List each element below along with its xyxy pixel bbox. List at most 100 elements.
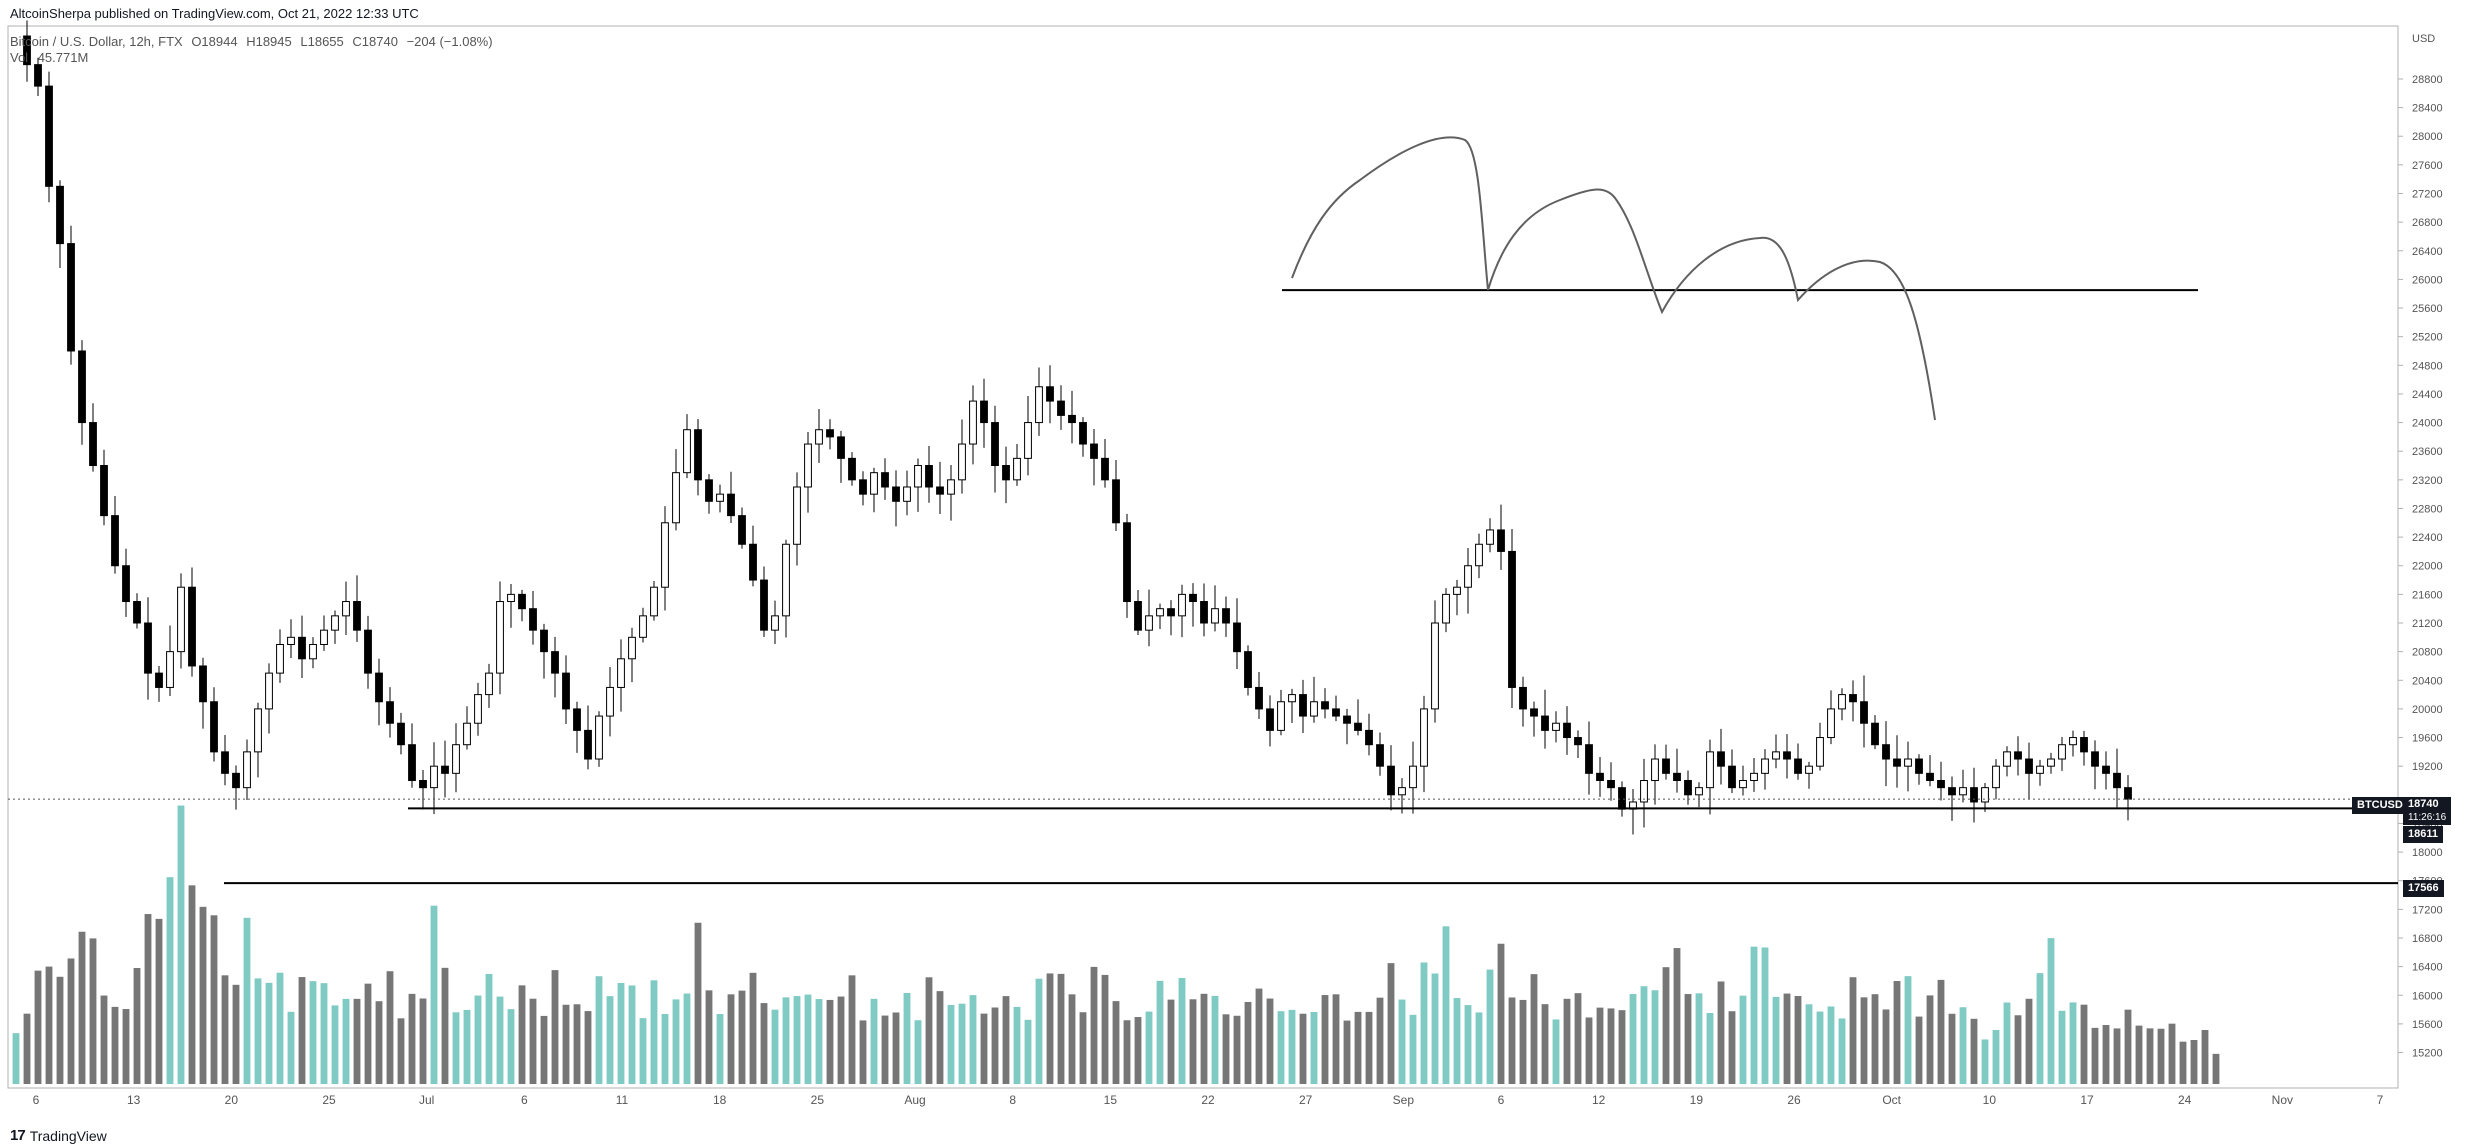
volume-bar-72 xyxy=(804,994,812,1084)
candle-108 xyxy=(1200,601,1208,624)
volume-bar-188 xyxy=(2080,1004,2088,1084)
candle-138 xyxy=(1530,708,1538,717)
candle-92 xyxy=(1024,422,1032,459)
volume-bar-2 xyxy=(34,970,42,1084)
volume-bar-189 xyxy=(2091,1027,2099,1084)
volume-bar-87 xyxy=(969,995,977,1084)
candle-76 xyxy=(848,457,856,481)
candle-161 xyxy=(1783,751,1791,760)
volume-bar-62 xyxy=(694,922,702,1084)
price-tick-22: 24400 xyxy=(2412,389,2443,401)
volume-bar-35 xyxy=(397,1018,405,1084)
volume-bar-79 xyxy=(881,1015,889,1084)
volume-bar-132 xyxy=(1464,1005,1472,1084)
volume-bar-107 xyxy=(1189,999,1197,1084)
volume-bar-158 xyxy=(1750,946,1758,1084)
candle-5 xyxy=(67,243,75,352)
candle-153 xyxy=(1695,787,1703,796)
candle-7 xyxy=(89,422,97,467)
change-value: −204 (−1.08%) xyxy=(406,34,493,49)
price-tick-21: 24000 xyxy=(2412,418,2443,430)
volume-bar-76 xyxy=(848,975,856,1084)
candle-48 xyxy=(540,629,548,653)
volume-bar-130 xyxy=(1442,926,1450,1084)
volume-bar-103 xyxy=(1145,1011,1153,1084)
volume-bar-123 xyxy=(1365,1011,1373,1084)
volume-bar-3 xyxy=(45,966,53,1084)
candle-114 xyxy=(1266,708,1274,731)
candle-26 xyxy=(298,636,306,660)
volume-bar-59 xyxy=(661,1014,669,1084)
volume-bar-145 xyxy=(1607,1008,1615,1084)
candle-154 xyxy=(1706,751,1714,789)
volume-bar-166 xyxy=(1838,1018,1846,1084)
volume-bar-60 xyxy=(672,999,680,1084)
candle-126 xyxy=(1398,787,1406,796)
candle-168 xyxy=(1860,701,1868,724)
volume-bar-78 xyxy=(870,998,878,1084)
volume-bar-95 xyxy=(1057,973,1065,1084)
volume-bar-82 xyxy=(914,1020,922,1084)
candle-184 xyxy=(2036,765,2044,774)
volume-bar-20 xyxy=(232,984,240,1084)
candle-6 xyxy=(78,350,86,424)
volume-bar-142 xyxy=(1574,993,1582,1084)
candle-83 xyxy=(925,465,933,488)
price-tick-26: 26000 xyxy=(2412,274,2443,286)
volume-bar-58 xyxy=(650,980,658,1084)
volume-bar-42 xyxy=(474,995,482,1084)
volume-bar-172 xyxy=(1904,976,1912,1084)
candle-191 xyxy=(2113,772,2121,789)
volume-bar-165 xyxy=(1827,1006,1835,1084)
volume-bar-193 xyxy=(2135,1025,2143,1084)
volume-bar-29 xyxy=(331,1005,339,1084)
candle-170 xyxy=(1882,744,1890,760)
volume-bar-41 xyxy=(463,1009,471,1084)
candle-80 xyxy=(892,486,900,502)
candle-69 xyxy=(771,615,779,631)
price-tick-4: 16800 xyxy=(2412,933,2443,945)
price-tick-28: 26800 xyxy=(2412,217,2443,229)
volume-bar-162 xyxy=(1794,996,1802,1084)
candle-58 xyxy=(650,586,658,617)
open-value: O18944 xyxy=(191,34,238,49)
volume-bar-49 xyxy=(551,970,559,1084)
price-tick-12: 20400 xyxy=(2412,675,2443,687)
time-tick-5: 6 xyxy=(521,1093,528,1107)
time-tick-16: 12 xyxy=(1592,1093,1606,1107)
volume-bar-109 xyxy=(1211,995,1219,1084)
candle-40 xyxy=(452,744,460,774)
price-tick-23: 24800 xyxy=(2412,360,2443,372)
candle-13 xyxy=(155,672,163,688)
volume-bar-17 xyxy=(199,906,207,1084)
candle-44 xyxy=(496,601,504,674)
volume-bar-161 xyxy=(1783,993,1791,1084)
price-tick-29: 27200 xyxy=(2412,188,2443,200)
candle-112 xyxy=(1244,651,1252,688)
symbol-name[interactable]: Bitcoin / U.S. Dollar, 12h, FTX xyxy=(10,34,183,49)
volume-bar-6 xyxy=(78,931,86,1084)
volume-bar-97 xyxy=(1079,1012,1087,1084)
candle-155 xyxy=(1717,751,1725,767)
volume-bar-198 xyxy=(2190,1039,2198,1084)
candle-146 xyxy=(1618,787,1626,810)
candle-73 xyxy=(815,429,823,445)
candle-21 xyxy=(243,751,251,789)
volume-label[interactable]: Vol xyxy=(10,50,29,65)
candle-167 xyxy=(1849,694,1857,703)
tradingview-logo[interactable]: 17 TradingView xyxy=(10,1127,107,1144)
candle-120 xyxy=(1332,708,1340,717)
candle-32 xyxy=(364,629,372,674)
volume-bar-199 xyxy=(2201,1029,2209,1084)
volume-bar-56 xyxy=(628,985,636,1084)
candle-175 xyxy=(1937,779,1945,789)
volume-bar-90 xyxy=(1002,996,1010,1084)
volume-bar-106 xyxy=(1178,977,1186,1084)
price-tick-7: 18000 xyxy=(2412,847,2443,859)
volume-bar-140 xyxy=(1552,1019,1560,1084)
candle-97 xyxy=(1079,422,1087,445)
volume-bar-147 xyxy=(1629,994,1637,1084)
volume-bar-43 xyxy=(485,973,493,1084)
candle-85 xyxy=(947,479,955,495)
